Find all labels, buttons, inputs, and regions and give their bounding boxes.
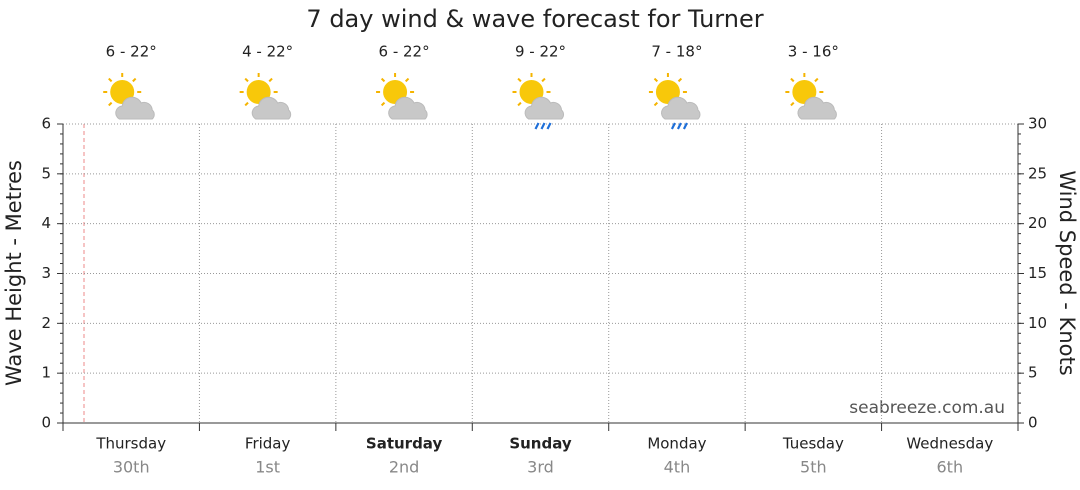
- rain: [534, 122, 540, 130]
- y2-axis-title: Wind Speed - Knots: [1055, 170, 1079, 375]
- y2-tick-label: 15: [1028, 264, 1047, 282]
- x-date-label: 3rd: [527, 458, 554, 477]
- x-date-label: 30th: [113, 458, 150, 477]
- watermark: seabreeze.com.au: [849, 398, 1005, 418]
- x-tick-label: Tuesday: [782, 435, 844, 453]
- chart-title: 7 day wind & wave forecast for Turner: [306, 5, 763, 33]
- y-axis-title: Wave Height - Metres: [2, 160, 26, 386]
- sun-ray: [404, 77, 410, 83]
- weather-icon: [239, 73, 292, 120]
- temperature-label: 7 - 18°: [651, 43, 702, 61]
- y-tick-label: 0: [41, 414, 51, 432]
- y-tick-label: 3: [41, 264, 51, 282]
- rain: [540, 122, 546, 130]
- weather-icon: [512, 73, 564, 130]
- sun-ray: [541, 77, 546, 83]
- x-date-label: 1st: [255, 458, 280, 477]
- weather-icon: [103, 73, 155, 120]
- x-date-label: 5th: [800, 458, 827, 477]
- weather-icon: [785, 73, 837, 120]
- x-tick-label: Wednesday: [906, 435, 993, 453]
- y2-tick-label: 10: [1028, 314, 1047, 332]
- y-tick-label: 1: [41, 364, 51, 382]
- y2-tick-label: 5: [1028, 364, 1038, 382]
- y2-tick-label: 30: [1028, 115, 1047, 133]
- cloud: [797, 96, 837, 120]
- x-date-label: 2nd: [389, 458, 419, 477]
- x-tick-label: Sunday: [509, 435, 572, 453]
- temperature-label: 6 - 22°: [106, 43, 157, 61]
- x-tick-label: Friday: [245, 435, 291, 453]
- temperature-label: 9 - 22°: [515, 43, 566, 61]
- sun-ray: [244, 101, 249, 107]
- sun-ray: [677, 77, 683, 83]
- y2-tick-label: 0: [1028, 414, 1038, 432]
- rain: [676, 122, 682, 130]
- x-date-label: 6th: [936, 458, 963, 477]
- sun-ray: [108, 77, 113, 83]
- y2-tick-label: 25: [1028, 164, 1047, 182]
- sun-ray: [517, 77, 522, 83]
- y-tick-label: 4: [41, 214, 51, 232]
- sun-ray: [653, 77, 659, 83]
- weather-icon: [376, 73, 428, 120]
- cloud: [661, 96, 701, 120]
- weather-icon: [648, 73, 701, 130]
- sun-ray: [653, 101, 659, 107]
- x-tick-label: Saturday: [366, 435, 443, 453]
- cloud: [388, 96, 428, 120]
- x-tick-label: Monday: [647, 435, 706, 453]
- sun-ray: [108, 101, 113, 107]
- temperature-label: 6 - 22°: [379, 43, 430, 61]
- y-tick-label: 6: [41, 115, 51, 133]
- sun-ray: [790, 101, 795, 107]
- sun-ray: [790, 77, 795, 83]
- temperature-label: 3 - 16°: [788, 43, 839, 61]
- sun-ray: [380, 101, 386, 107]
- x-date-label: 4th: [664, 458, 691, 477]
- cloud: [251, 96, 292, 120]
- sun-ray: [380, 77, 386, 83]
- y-tick-label: 2: [41, 314, 51, 332]
- sun-ray: [244, 77, 249, 83]
- y-tick-label: 5: [41, 164, 51, 182]
- x-tick-label: Thursday: [95, 435, 166, 453]
- rain: [670, 122, 676, 130]
- cloud: [115, 96, 155, 120]
- sun-ray: [268, 77, 273, 83]
- sun-ray: [517, 101, 522, 107]
- rain: [682, 122, 688, 130]
- y2-tick-label: 20: [1028, 214, 1047, 232]
- sun-ray: [814, 77, 819, 83]
- rain: [546, 122, 552, 130]
- sun-ray: [132, 77, 137, 83]
- cloud: [524, 96, 564, 120]
- temperature-label: 4 - 22°: [242, 43, 293, 61]
